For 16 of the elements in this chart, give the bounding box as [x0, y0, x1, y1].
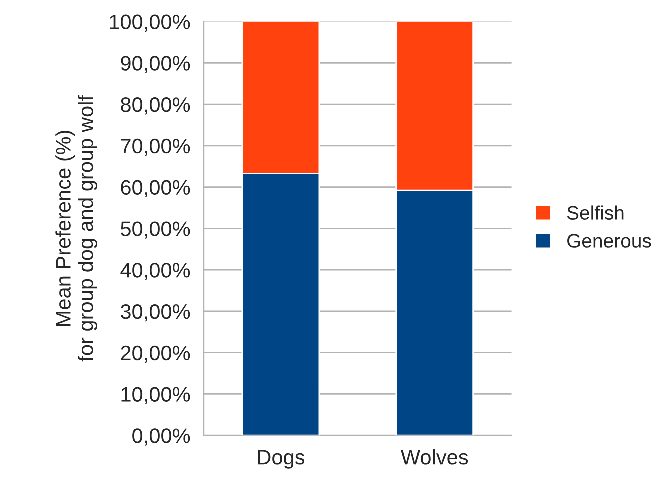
y-tick-label: 90,00% — [121, 56, 190, 74]
y-tick-label: 60,00% — [121, 180, 190, 198]
y-tick-label: 20,00% — [121, 346, 190, 364]
legend-label: Selfish — [567, 206, 624, 220]
x-tick-label: Dogs — [258, 450, 305, 469]
y-tick-label: 70,00% — [121, 138, 190, 156]
y-tick-label: 10,00% — [122, 387, 190, 404]
y-tick-label: 80,00% — [121, 98, 190, 115]
y-axis-title: Mean Preference (%) for group dog and group wolf — [56, 95, 98, 362]
y-tick-label: 50,00% — [121, 222, 190, 239]
y-tick-label: 40,00% — [120, 263, 190, 280]
x-tick-label: Wolves — [400, 449, 468, 465]
y-tick-label: 30,00% — [120, 304, 190, 322]
y-tick-label: 100,00% — [110, 14, 190, 32]
y-tick-label: 0,00% — [132, 428, 190, 446]
legend-label: Generous — [568, 234, 652, 248]
